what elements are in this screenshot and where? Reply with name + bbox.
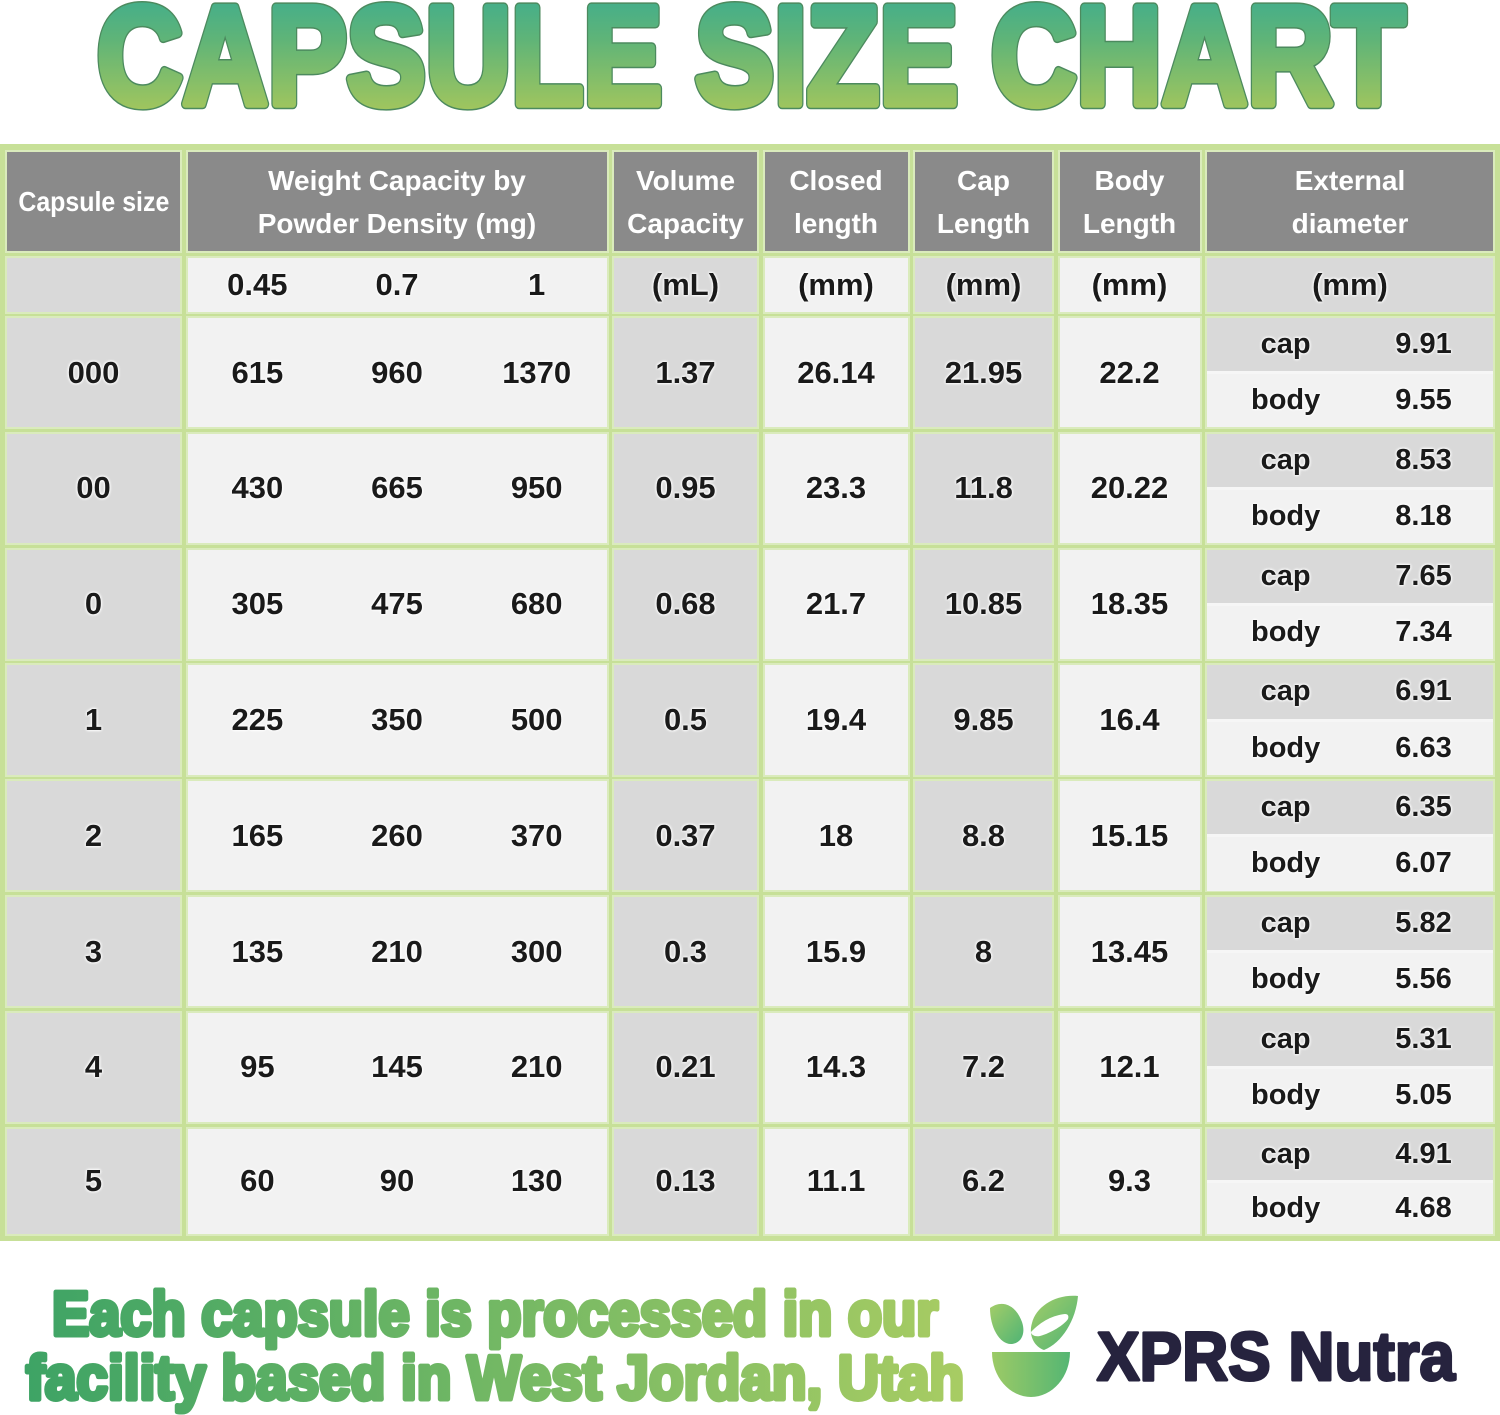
- svg-text:XPRS Nutra: XPRS Nutra: [1097, 1318, 1456, 1395]
- svg-text:Each capsule is processed in o: Each capsule is processed in our: [52, 1280, 938, 1349]
- svg-text:CAPSULE SIZE CHART: CAPSULE SIZE CHART: [97, 0, 1405, 134]
- svg-text:CAPSULE SIZE CHART: CAPSULE SIZE CHART: [97, 0, 1405, 134]
- svg-text:facility based in West Jordan,: facility based in West Jordan, Utah: [26, 1344, 964, 1413]
